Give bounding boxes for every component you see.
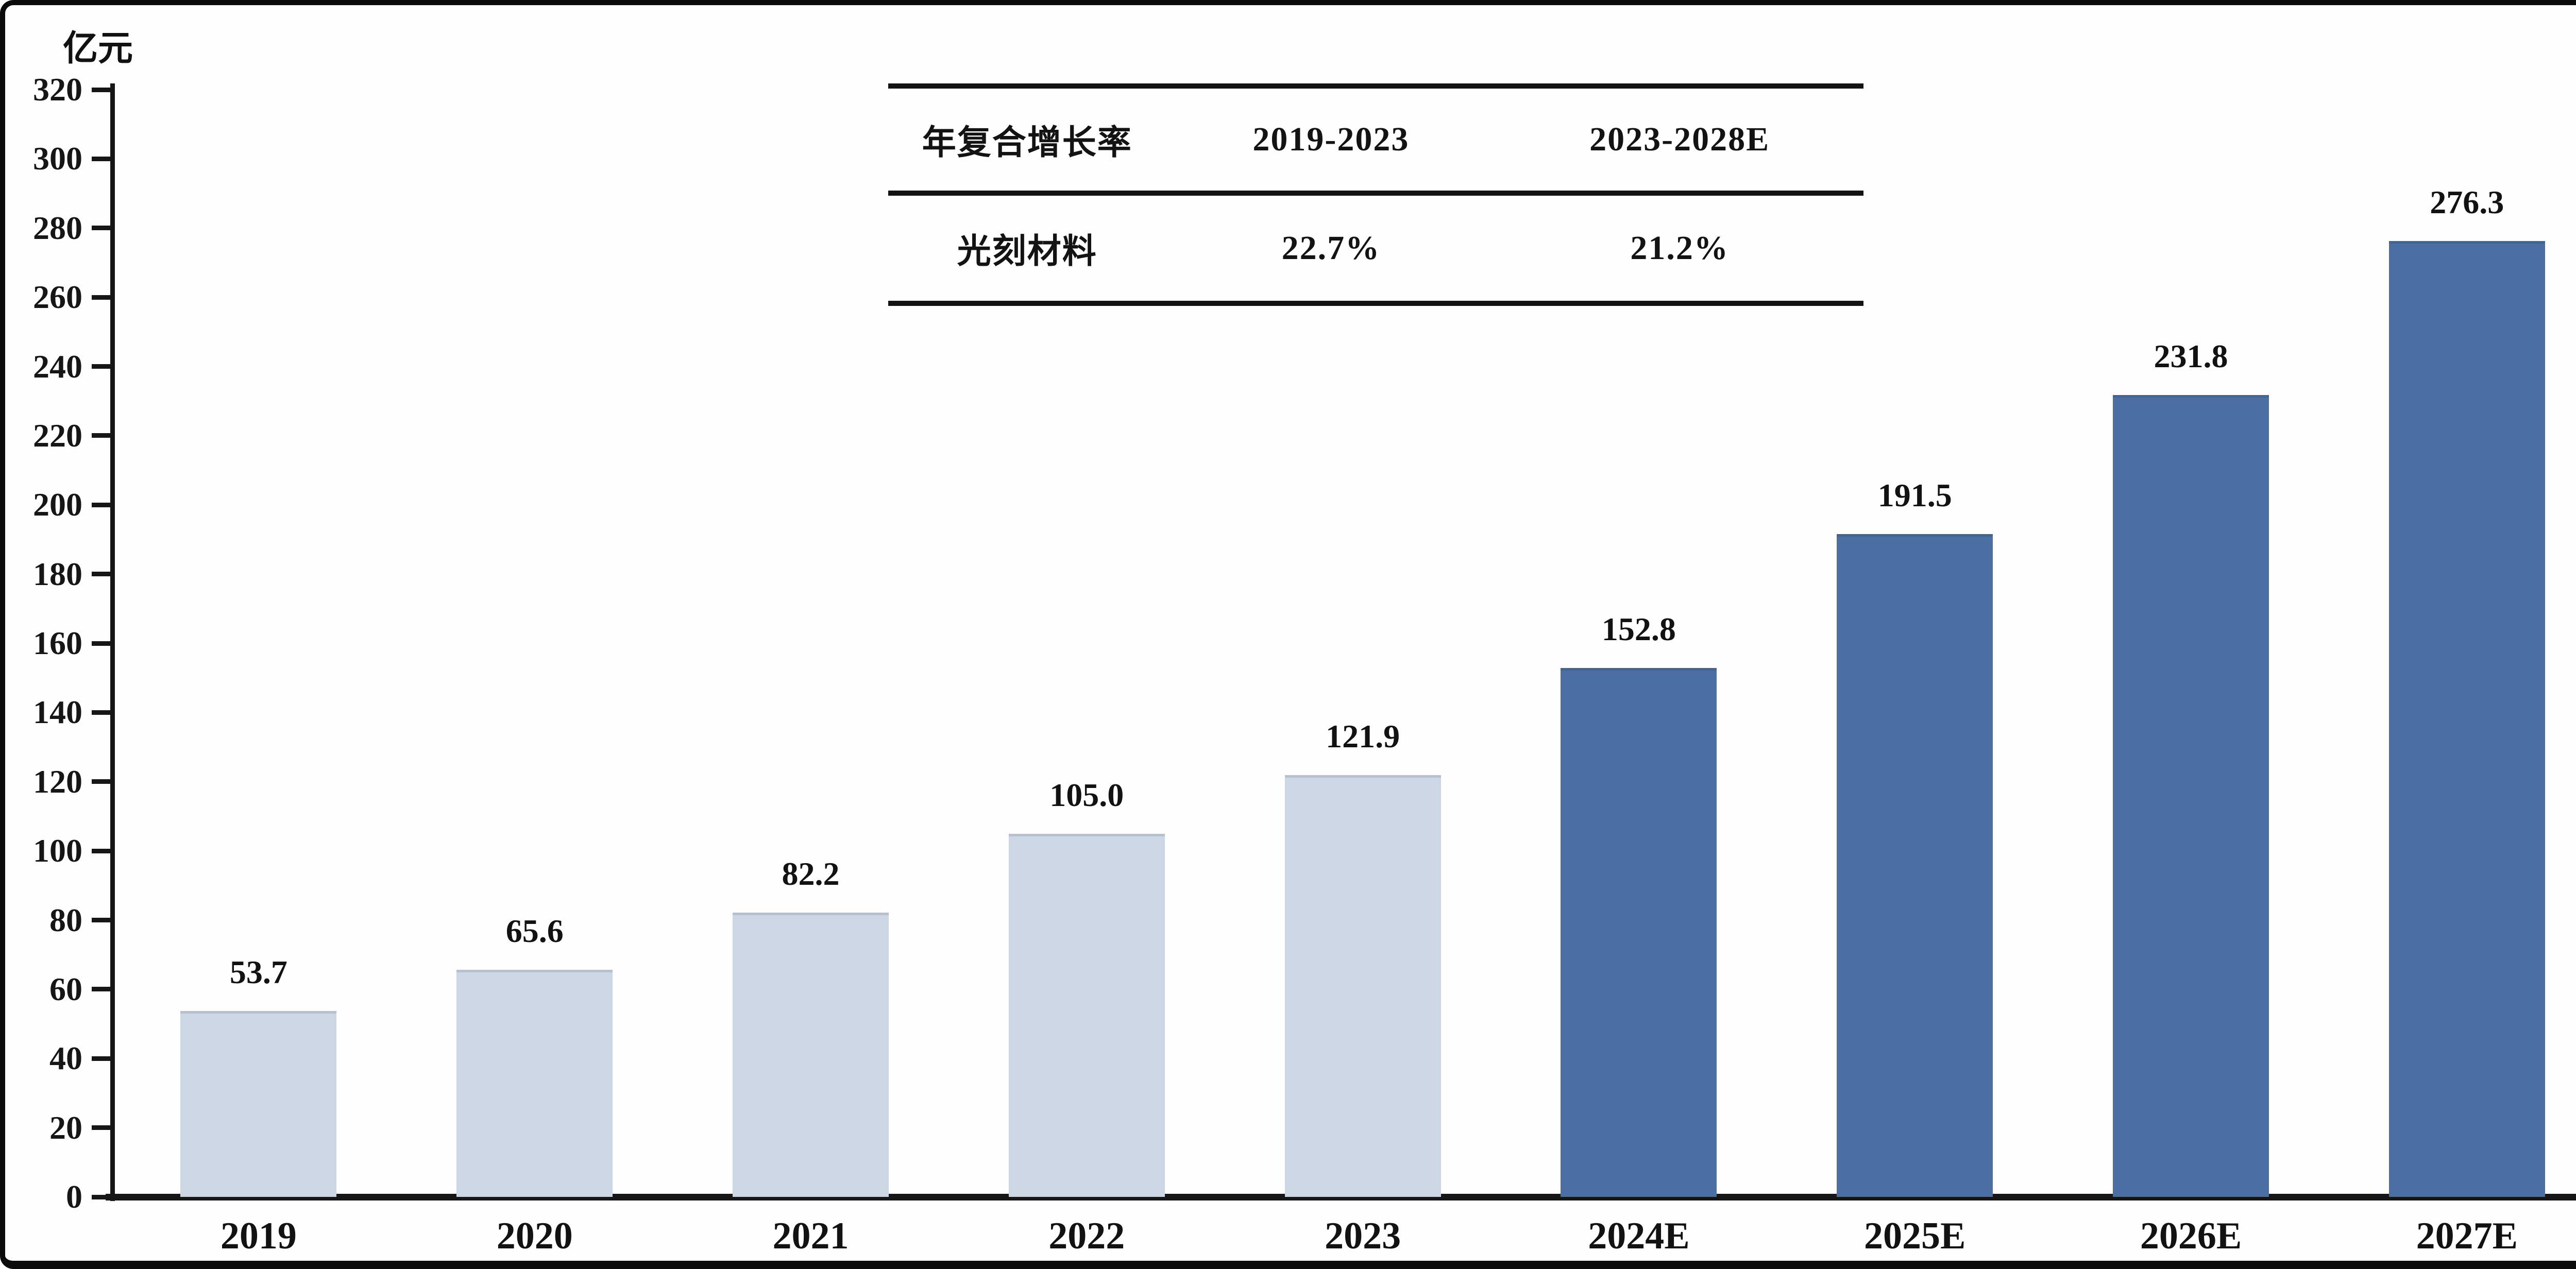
y-axis-tick [92, 710, 110, 715]
cagr-table-header-row: 年复合增长率 2019-2023 2023-2028E [888, 89, 1863, 196]
cagr-value-period-1: 22.7% [1281, 229, 1381, 267]
y-axis-tick [92, 641, 110, 646]
y-axis-tick-label: 0 [66, 1178, 82, 1215]
y-axis-tick-label: 20 [49, 1109, 82, 1146]
x-axis-label: 2025E [1864, 1215, 1966, 1257]
x-axis-label: 2020 [496, 1215, 573, 1257]
cagr-header-metric: 年复合增长率 [922, 124, 1132, 162]
bar [1008, 833, 1165, 1197]
y-axis-tick-label: 240 [33, 348, 82, 385]
y-axis-tick [92, 987, 110, 992]
x-axis-label: 2027E [2416, 1215, 2518, 1257]
bar-value-label: 121.9 [1326, 717, 1400, 754]
cagr-table: 年复合增长率 2019-2023 2023-2028E 光刻材料 22.7% 2… [888, 83, 1863, 306]
bar [180, 1011, 337, 1197]
y-axis-tick [92, 779, 110, 784]
bar [1837, 534, 1993, 1197]
bar-value-label: 65.6 [505, 913, 564, 950]
y-axis-tick [92, 572, 110, 577]
y-axis-tick-label: 120 [33, 763, 82, 800]
bar [2388, 241, 2545, 1197]
bar [2113, 395, 2269, 1197]
bar-value-label: 53.7 [229, 954, 287, 991]
y-axis-tick [92, 87, 110, 92]
x-axis-label: 2019 [220, 1215, 297, 1257]
y-axis-tick-label: 280 [33, 209, 82, 246]
y-axis-tick [92, 433, 110, 438]
y-axis-line [110, 83, 115, 1201]
y-axis-tick [92, 1194, 110, 1199]
y-axis-tick-label: 180 [33, 555, 82, 592]
y-axis-tick [92, 1056, 110, 1061]
bar-value-label: 231.8 [2154, 337, 2228, 374]
bar-value-label: 105.0 [1049, 776, 1124, 813]
y-axis-tick-label: 200 [33, 486, 82, 523]
bar [1284, 775, 1441, 1197]
cagr-header-period-2: 2023-2028E [1589, 121, 1770, 158]
y-axis-tick [92, 918, 110, 922]
y-axis-tick [92, 502, 110, 507]
bar [456, 970, 613, 1197]
y-axis-tick-label: 140 [33, 694, 82, 731]
y-axis-tick [92, 226, 110, 231]
y-axis-tick-label: 60 [49, 970, 82, 1007]
y-axis-tick-label: 220 [33, 417, 82, 454]
y-axis-tick [92, 364, 110, 369]
bar-value-label: 152.8 [1601, 611, 1676, 648]
y-axis-tick [92, 848, 110, 853]
bar-value-label: 276.3 [2430, 183, 2504, 220]
y-axis-tick-label: 80 [49, 901, 82, 938]
y-axis-tick-label: 100 [33, 832, 82, 869]
y-axis-tick-label: 300 [33, 140, 82, 177]
cagr-value-period-2: 21.2% [1630, 229, 1729, 267]
bar-value-label: 82.2 [782, 855, 840, 892]
y-axis-tick [92, 156, 110, 161]
bar-value-label: 191.5 [1877, 477, 1952, 514]
y-axis-tick [92, 1125, 110, 1130]
y-axis-unit-label: 亿元 [62, 29, 133, 68]
y-axis-tick-label: 160 [33, 625, 82, 661]
y-axis-tick-label: 40 [49, 1040, 82, 1077]
y-axis-tick [92, 295, 110, 300]
x-axis-label: 2023 [1325, 1215, 1401, 1257]
bar [1561, 668, 1717, 1197]
cagr-row-label: 光刻材料 [957, 233, 1097, 270]
x-axis-label: 2021 [772, 1215, 849, 1257]
bar [733, 912, 889, 1197]
x-axis-label: 2024E [1588, 1215, 1690, 1257]
x-axis-label: 2022 [1048, 1215, 1125, 1257]
x-axis-label: 2026E [2140, 1215, 2242, 1257]
cagr-table-data-row: 光刻材料 22.7% 21.2% [888, 196, 1863, 301]
y-axis-tick-label: 320 [33, 71, 82, 108]
cagr-header-period-1: 2019-2023 [1252, 121, 1410, 158]
y-axis-tick-label: 260 [33, 279, 82, 316]
